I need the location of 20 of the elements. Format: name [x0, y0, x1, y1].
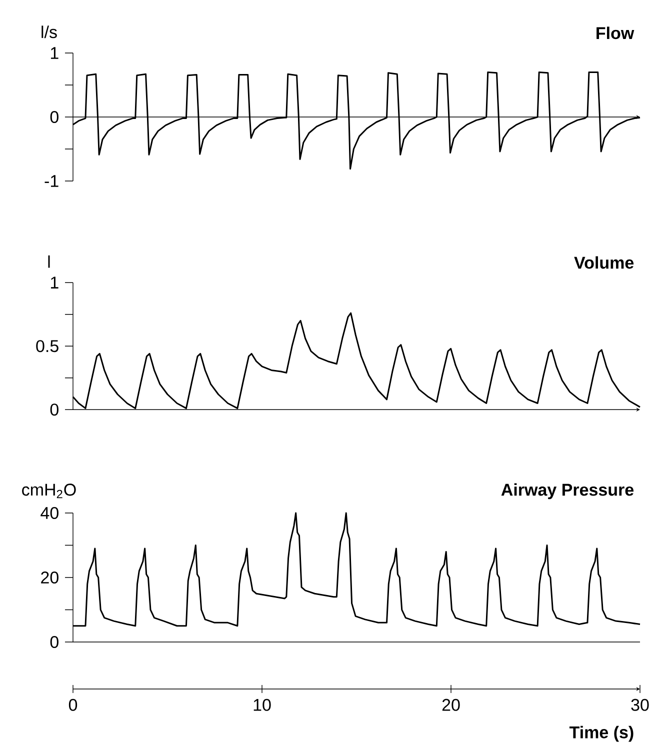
y-tick-label: 20	[41, 571, 58, 584]
y-axis-title: cmH$_{2}$O	[22, 484, 76, 498]
y-tick-label: 0	[50, 404, 58, 416]
chart-title: Flow	[596, 26, 634, 40]
chart-title: Airway Pressure	[501, 483, 634, 500]
y-tick-label: 40	[40, 506, 58, 520]
y-tick-label: 0.5	[36, 340, 58, 352]
x-tick-label: 30	[631, 698, 649, 711]
chart-title: Volume	[574, 256, 634, 269]
y-axis-title: l	[48, 255, 50, 268]
y-tick-label: 0	[50, 636, 58, 648]
y-axis-title: l/s	[42, 26, 57, 38]
y-tick-label: 1	[50, 276, 58, 288]
y-tick-label: -1	[44, 175, 58, 187]
x-tick-label: 10	[254, 698, 271, 711]
y-tick-label: 1	[50, 47, 58, 59]
x-axis-title: Time (s)	[569, 726, 634, 742]
y-tick-label: 0	[50, 110, 58, 124]
x-tick-label: 0	[68, 698, 78, 711]
x-tick-label: 20	[442, 698, 460, 711]
